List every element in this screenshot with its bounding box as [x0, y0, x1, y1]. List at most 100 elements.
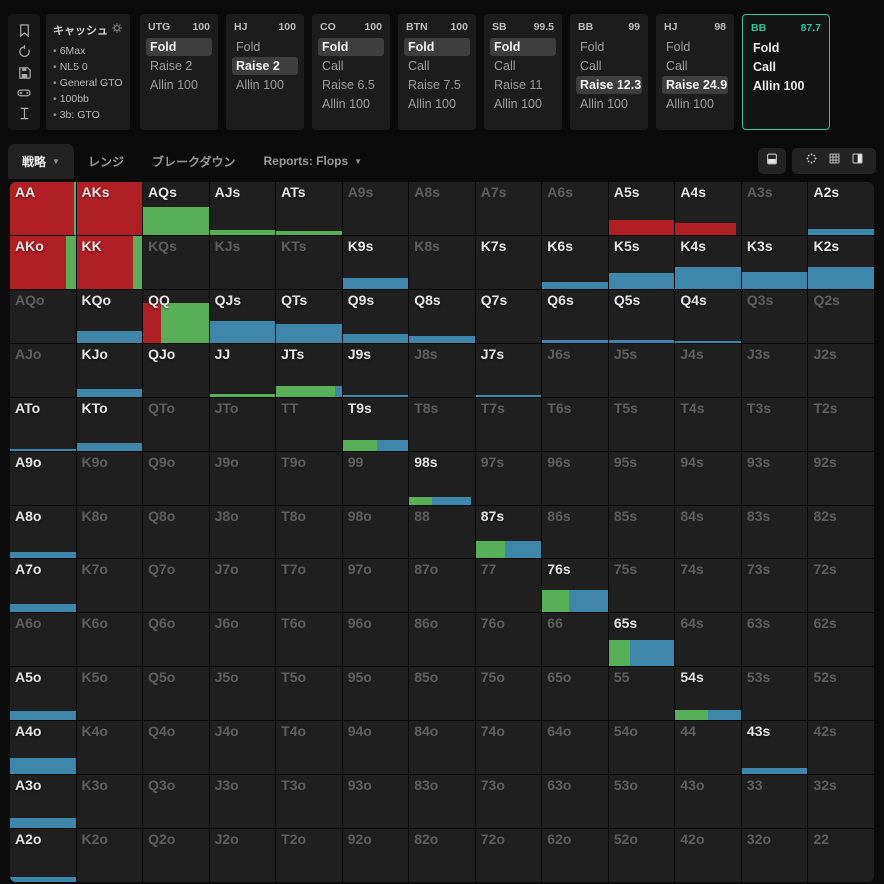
cell-A6o[interactable]: A6o [10, 613, 76, 667]
cell-Q3s[interactable]: Q3s [741, 289, 808, 343]
cell-K5s[interactable]: K5s [608, 235, 675, 289]
position-panel-hj[interactable]: HJ 100 Fold Raise 2 Allin 100 [226, 14, 304, 130]
cell-Q7o[interactable]: Q7o [143, 559, 209, 613]
position-panel-co[interactable]: CO 100 Fold Call Raise 6.5 Allin 100 [312, 14, 390, 130]
cell-86s[interactable]: 86s [542, 505, 608, 559]
cell-A7o[interactable]: A7o [10, 559, 76, 613]
cell-T8s[interactable]: T8s [409, 397, 475, 451]
cell-53s[interactable]: 53s [741, 667, 808, 721]
cell-64o[interactable]: 64o [542, 721, 608, 775]
cell-T3o[interactable]: T3o [276, 775, 342, 829]
cell-A5o[interactable]: A5o [10, 667, 76, 721]
cell-62o[interactable]: 62o [542, 829, 608, 882]
cell-93o[interactable]: 93o [342, 775, 409, 829]
cell-T9s[interactable]: T9s [342, 397, 409, 451]
cell-K6o[interactable]: K6o [76, 613, 143, 667]
cell-T4s[interactable]: T4s [675, 397, 741, 451]
action-fold[interactable]: Fold [490, 38, 556, 56]
cell-Q7s[interactable]: Q7s [475, 289, 542, 343]
cell-K6s[interactable]: K6s [542, 235, 608, 289]
cell-96s[interactable]: 96s [542, 451, 608, 505]
action-raise-12.3[interactable]: Raise 12.3 [576, 76, 642, 94]
cell-95s[interactable]: 95s [608, 451, 675, 505]
cell-94o[interactable]: 94o [342, 721, 409, 775]
cell-A6s[interactable]: A6s [542, 182, 608, 235]
cell-JTo[interactable]: JTo [209, 397, 276, 451]
position-panel-sb[interactable]: SB 99.5 Fold Call Raise 11 Allin 100 [484, 14, 562, 130]
action-fold[interactable]: Fold [318, 38, 384, 56]
cell-J8s[interactable]: J8s [409, 343, 475, 397]
gamepad-icon[interactable] [16, 85, 32, 100]
cell-J8o[interactable]: J8o [209, 505, 276, 559]
cell-54s[interactable]: 54s [675, 667, 741, 721]
cell-JTs[interactable]: JTs [276, 343, 342, 397]
cell-96o[interactable]: 96o [342, 613, 409, 667]
position-panel-utg[interactable]: UTG 100 Fold Raise 2 Allin 100 [140, 14, 218, 130]
cell-95o[interactable]: 95o [342, 667, 409, 721]
cell-A3o[interactable]: A3o [10, 775, 76, 829]
action-allin-100[interactable]: Allin 100 [150, 78, 198, 92]
cell-K7o[interactable]: K7o [76, 559, 143, 613]
cell-T9o[interactable]: T9o [276, 451, 342, 505]
cell-A8s[interactable]: A8s [409, 182, 475, 235]
cell-87o[interactable]: 87o [409, 559, 475, 613]
cell-KQo[interactable]: KQo [76, 289, 143, 343]
cell-J5o[interactable]: J5o [209, 667, 276, 721]
cell-T3s[interactable]: T3s [741, 397, 808, 451]
cell-55[interactable]: 55 [608, 667, 675, 721]
cell-42o[interactable]: 42o [675, 829, 741, 882]
cell-85s[interactable]: 85s [608, 505, 675, 559]
action-allin-100[interactable]: Allin 100 [494, 97, 542, 111]
cell-AKs[interactable]: AKs [76, 182, 143, 235]
cell-A9o[interactable]: A9o [10, 451, 76, 505]
cell-Q8s[interactable]: Q8s [409, 289, 475, 343]
dot-matrix-icon[interactable] [805, 152, 818, 170]
hand-grid-icon[interactable] [828, 152, 841, 170]
cell-65s[interactable]: 65s [608, 613, 675, 667]
cell-74o[interactable]: 74o [475, 721, 542, 775]
action-raise-24.9[interactable]: Raise 24.9 [662, 76, 728, 94]
cell-ATs[interactable]: ATs [276, 182, 342, 235]
cell-Q3o[interactable]: Q3o [143, 775, 209, 829]
cell-63o[interactable]: 63o [542, 775, 608, 829]
cell-AJo[interactable]: AJo [10, 343, 76, 397]
cell-T7o[interactable]: T7o [276, 559, 342, 613]
cell-64s[interactable]: 64s [675, 613, 741, 667]
cell-T7s[interactable]: T7s [475, 397, 542, 451]
cell-T2o[interactable]: T2o [276, 829, 342, 882]
cell-42s[interactable]: 42s [808, 721, 874, 775]
cell-QJs[interactable]: QJs [209, 289, 276, 343]
cell-32o[interactable]: 32o [741, 829, 808, 882]
stack-depth-icon[interactable] [17, 106, 32, 121]
cell-K2o[interactable]: K2o [76, 829, 143, 882]
cell-K8o[interactable]: K8o [76, 505, 143, 559]
action-raise-7.5[interactable]: Raise 7.5 [408, 78, 461, 92]
solution-settings-panel[interactable]: キャッシュ • 6Max • NL5 0 • General GTO • 100bb •… [46, 14, 130, 130]
cell-43s[interactable]: 43s [741, 721, 808, 775]
cell-53o[interactable]: 53o [608, 775, 675, 829]
tab-range[interactable]: レンジ [87, 154, 124, 169]
cell-TT[interactable]: TT [276, 397, 342, 451]
cell-Q8o[interactable]: Q8o [143, 505, 209, 559]
cell-87s[interactable]: 87s [475, 505, 542, 559]
cell-T6s[interactable]: T6s [542, 397, 608, 451]
action-fold[interactable]: Fold [404, 38, 470, 56]
cell-92s[interactable]: 92s [808, 451, 874, 505]
action-allin-100[interactable]: Allin 100 [666, 97, 714, 111]
action-fold[interactable]: Fold [580, 40, 605, 54]
action-call[interactable]: Call [408, 59, 430, 73]
cell-J4o[interactable]: J4o [209, 721, 276, 775]
cell-K5o[interactable]: K5o [76, 667, 143, 721]
cell-93s[interactable]: 93s [741, 451, 808, 505]
cell-AQo[interactable]: AQo [10, 289, 76, 343]
cell-A5s[interactable]: A5s [608, 182, 675, 235]
cell-73s[interactable]: 73s [741, 559, 808, 613]
cell-A3s[interactable]: A3s [741, 182, 808, 235]
cell-92o[interactable]: 92o [342, 829, 409, 882]
cell-KJs[interactable]: KJs [209, 235, 276, 289]
action-allin-100[interactable]: Allin 100 [753, 79, 805, 93]
cell-J6s[interactable]: J6s [542, 343, 608, 397]
cell-A4o[interactable]: A4o [10, 721, 76, 775]
cell-Q2o[interactable]: Q2o [143, 829, 209, 882]
cell-98o[interactable]: 98o [342, 505, 409, 559]
